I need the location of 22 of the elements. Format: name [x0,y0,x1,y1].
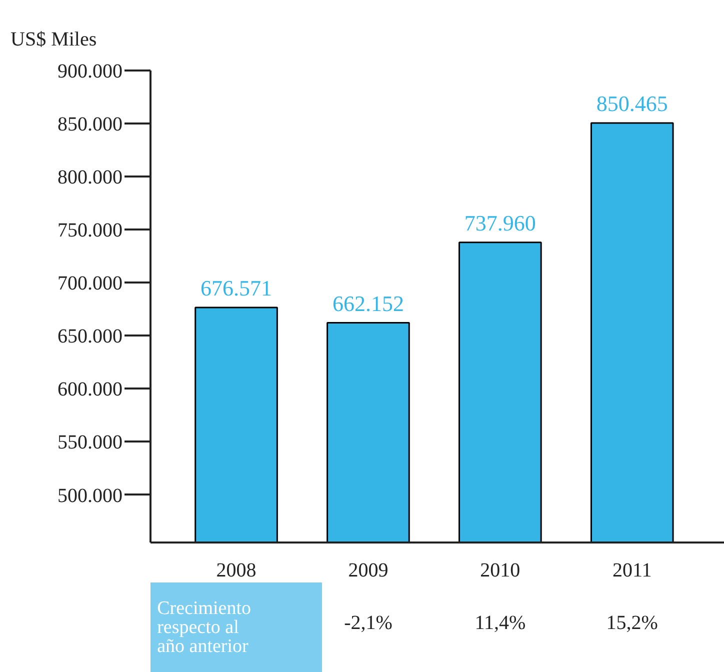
data-label: 850.465 [596,91,668,116]
y-axis-title: US$ Miles [10,28,97,50]
data-label: 737.960 [464,210,536,236]
y-tick-label: 800.000 [58,166,122,189]
y-tick-label: 600.000 [58,378,122,401]
x-tick-label: 2011 [612,560,652,582]
text: -2,1% [344,612,392,634]
text: 11,4% [474,612,526,634]
y-tick-label: 850.000 [58,114,122,136]
data-label: 662.152 [332,290,404,316]
text: 15,2% [606,612,658,634]
x-tick-label: 2008 [216,560,256,582]
y-tick-label: 700.000 [58,272,122,295]
y-tick-label: 900.000 [58,60,122,82]
data-label: 676.571 [200,275,272,300]
y-tick-label: 750.000 [58,220,122,242]
text: Crecimiento respecto al año anterior [157,598,252,657]
x-tick-label: 2010 [480,560,520,582]
y-tick-label: 500.000 [58,484,122,507]
y-tick-label: 650.000 [58,326,122,348]
x-tick-label: 2009 [348,560,388,582]
y-tick-label: 550.000 [58,432,122,454]
